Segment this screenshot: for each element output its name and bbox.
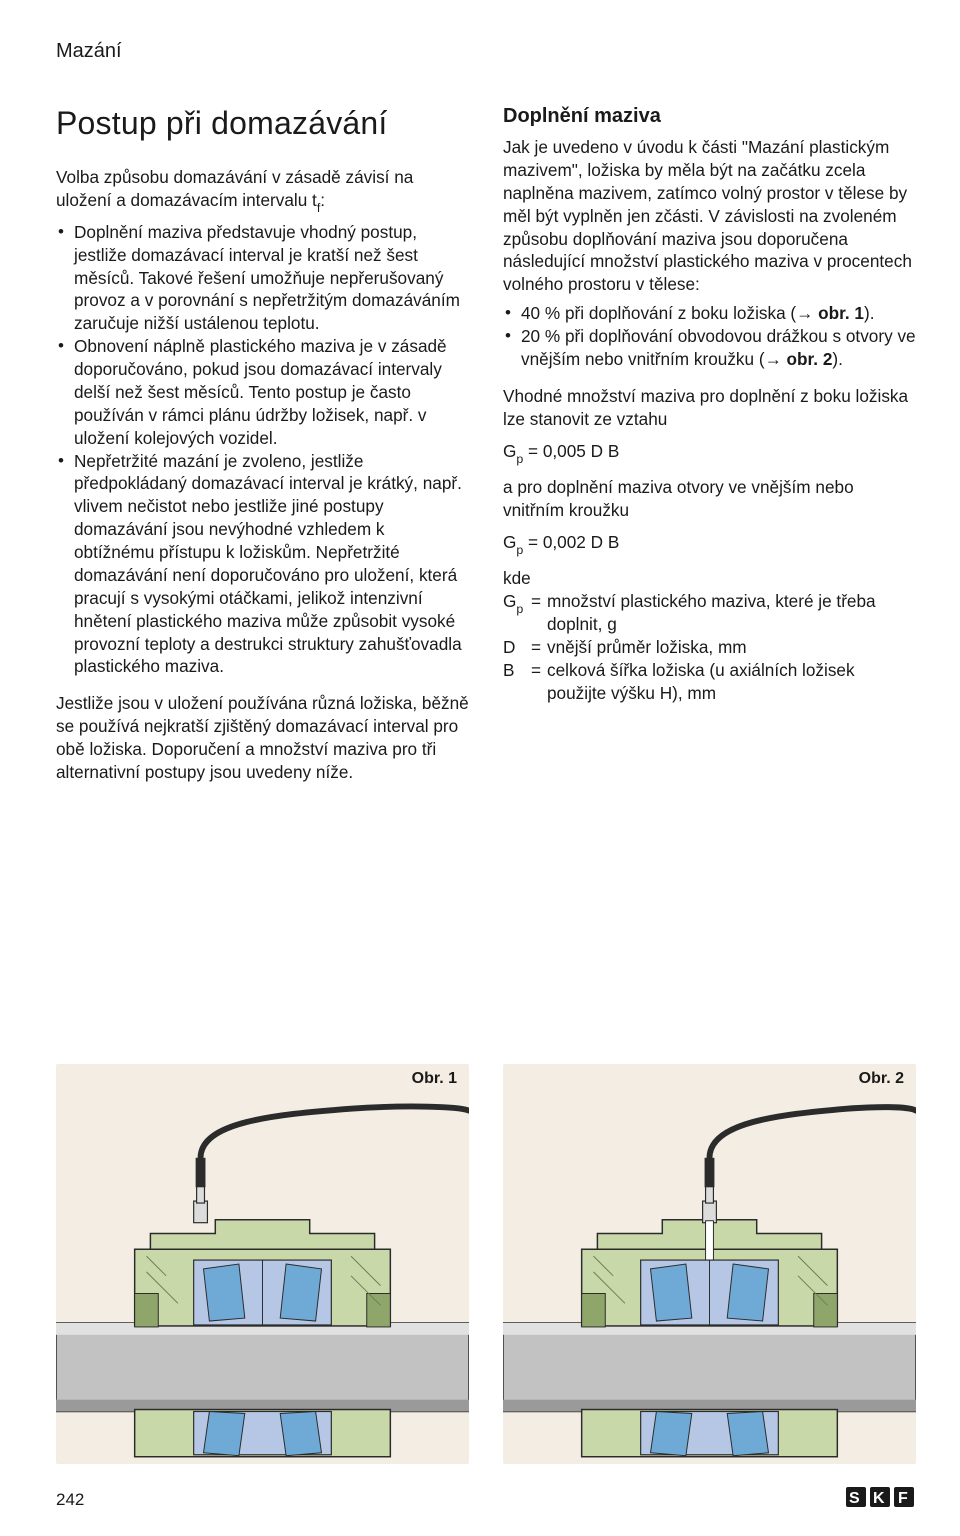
eq2-sub: p <box>516 543 523 557</box>
b1-pre: 40 % při doplňování z boku ložiska ( <box>521 303 796 323</box>
figure-1-svg <box>56 1064 469 1464</box>
intro-text: Volba způsobu domazávání v zásadě závisí… <box>56 167 413 210</box>
svg-text:F: F <box>898 1490 908 1507</box>
bullet-item: Doplnění maziva představuje vhodný postu… <box>56 221 469 335</box>
b2-ref: → obr. 2 <box>765 349 833 369</box>
svg-text:K: K <box>873 1490 885 1507</box>
right-p1: Jak je uvedeno v úvodu k části "Mazání p… <box>503 136 916 296</box>
eq2-lhs: G <box>503 532 516 552</box>
eq1-sub: p <box>516 452 523 466</box>
def-row: B = celková šířka ložiska (u axiálních l… <box>503 659 916 705</box>
right-bullets: 40 % při doplňování z boku ložiska (→ ob… <box>503 302 916 371</box>
figures-row: Obr. 1 <box>56 1064 916 1464</box>
left-column: Postup při domazávání Volba způsobu doma… <box>56 105 469 790</box>
section-title: Postup při domazávání <box>56 105 469 142</box>
intro-tail: : <box>320 190 325 210</box>
def-eq: = <box>531 659 547 705</box>
after-paragraph: Jestliže jsou v uložení používána různá … <box>56 692 469 784</box>
eq1-rhs: = 0,005 D B <box>523 441 619 461</box>
figure-2-svg <box>503 1064 916 1464</box>
def-sym: D <box>503 636 531 659</box>
b1-ref: → obr. 1 <box>796 303 864 323</box>
intro-sub: f <box>317 201 320 215</box>
def-txt: množství plastického maziva, které je tř… <box>547 590 916 636</box>
bullet-item: Obnovení náplně plastického maziva je v … <box>56 335 469 449</box>
brand-logo: S K F <box>846 1485 916 1514</box>
bullet-item: Nepřetržité mazání je zvoleno, jestliže … <box>56 450 469 679</box>
running-head: Mazání <box>56 40 916 63</box>
formula-1: Gp = 0,005 D B <box>503 441 916 464</box>
skf-logo-icon: S K F <box>846 1485 916 1509</box>
def-row: Gp = množství plastického maziva, které … <box>503 590 916 636</box>
bullet-item: 40 % při doplňování z boku ložiska (→ ob… <box>503 302 916 325</box>
formula-2: Gp = 0,002 D B <box>503 532 916 555</box>
intro-paragraph: Volba způsobu domazávání v zásadě závisí… <box>56 166 469 215</box>
eq2-rhs: = 0,002 D B <box>523 532 619 552</box>
eq1-lhs: G <box>503 441 516 461</box>
right-subhead: Doplnění maziva <box>503 105 916 128</box>
page-number: 242 <box>56 1490 84 1510</box>
svg-text:S: S <box>849 1490 860 1507</box>
def-sym: Gp <box>503 590 531 636</box>
left-bullets: Doplnění maziva představuje vhodný postu… <box>56 221 469 679</box>
right-p3: a pro doplnění maziva otvory ve vnějším … <box>503 476 916 522</box>
figure-1: Obr. 1 <box>56 1064 469 1464</box>
b2-post: ). <box>832 349 843 369</box>
b2-pre: 20 % při doplňování obvodovou drážkou s … <box>521 326 916 369</box>
bullet-item: 20 % při doplňování obvodovou drážkou s … <box>503 325 916 371</box>
def-txt: vnější průměr ložiska, mm <box>547 636 916 659</box>
def-sym: B <box>503 659 531 705</box>
def-row: D = vnější průměr ložiska, mm <box>503 636 916 659</box>
definitions: kde Gp = množství plastického maziva, kt… <box>503 567 916 704</box>
def-txt: celková šířka ložiska (u axiálních ložis… <box>547 659 916 705</box>
b1-post: ). <box>864 303 875 323</box>
def-eq: = <box>531 590 547 636</box>
figure-2: Obr. 2 <box>503 1064 916 1464</box>
def-eq: = <box>531 636 547 659</box>
right-p2: Vhodné množství maziva pro doplnění z bo… <box>503 385 916 431</box>
right-column: Doplnění maziva Jak je uvedeno v úvodu k… <box>503 105 916 790</box>
where-label: kde <box>503 567 916 590</box>
